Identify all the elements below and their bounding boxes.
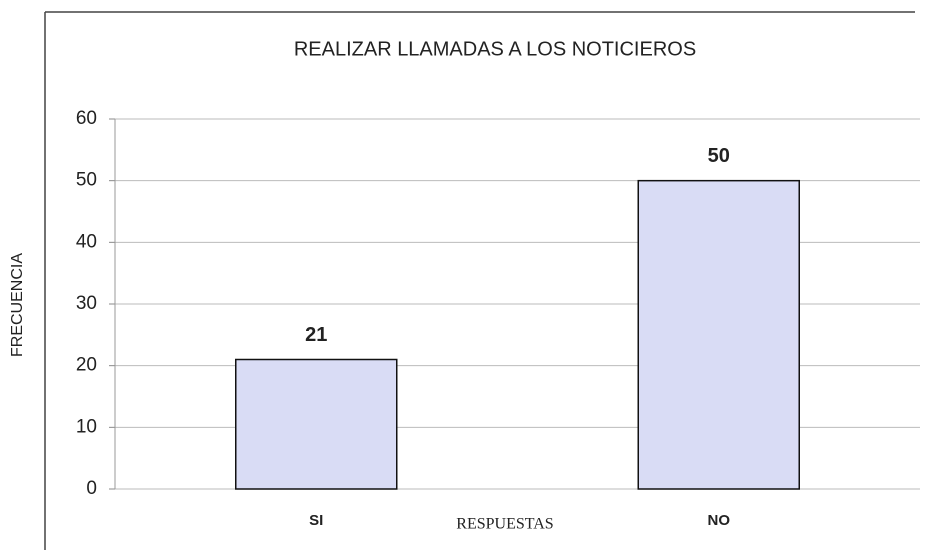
bar [235, 358, 398, 490]
x-axis-label: RESPUESTAS [456, 516, 553, 533]
y-tick-label: 0 [86, 478, 97, 499]
x-tick-label: SI [309, 512, 323, 529]
y-tick-label: 40 [76, 231, 97, 252]
bar [637, 179, 800, 490]
y-axis-label: FRECUENCIA [9, 253, 26, 357]
data-label: 50 [708, 145, 730, 167]
y-tick-label: 20 [76, 355, 97, 376]
y-tick-label: 30 [76, 293, 97, 314]
y-tick-label: 50 [76, 170, 97, 191]
y-tick-label: 10 [76, 416, 97, 437]
data-label: 21 [305, 324, 327, 346]
x-tick-label: NO [708, 512, 731, 529]
chart-title: REALIZAR LLAMADAS A LOS NOTICIEROS [294, 38, 696, 60]
y-tick-label: 60 [76, 108, 97, 129]
